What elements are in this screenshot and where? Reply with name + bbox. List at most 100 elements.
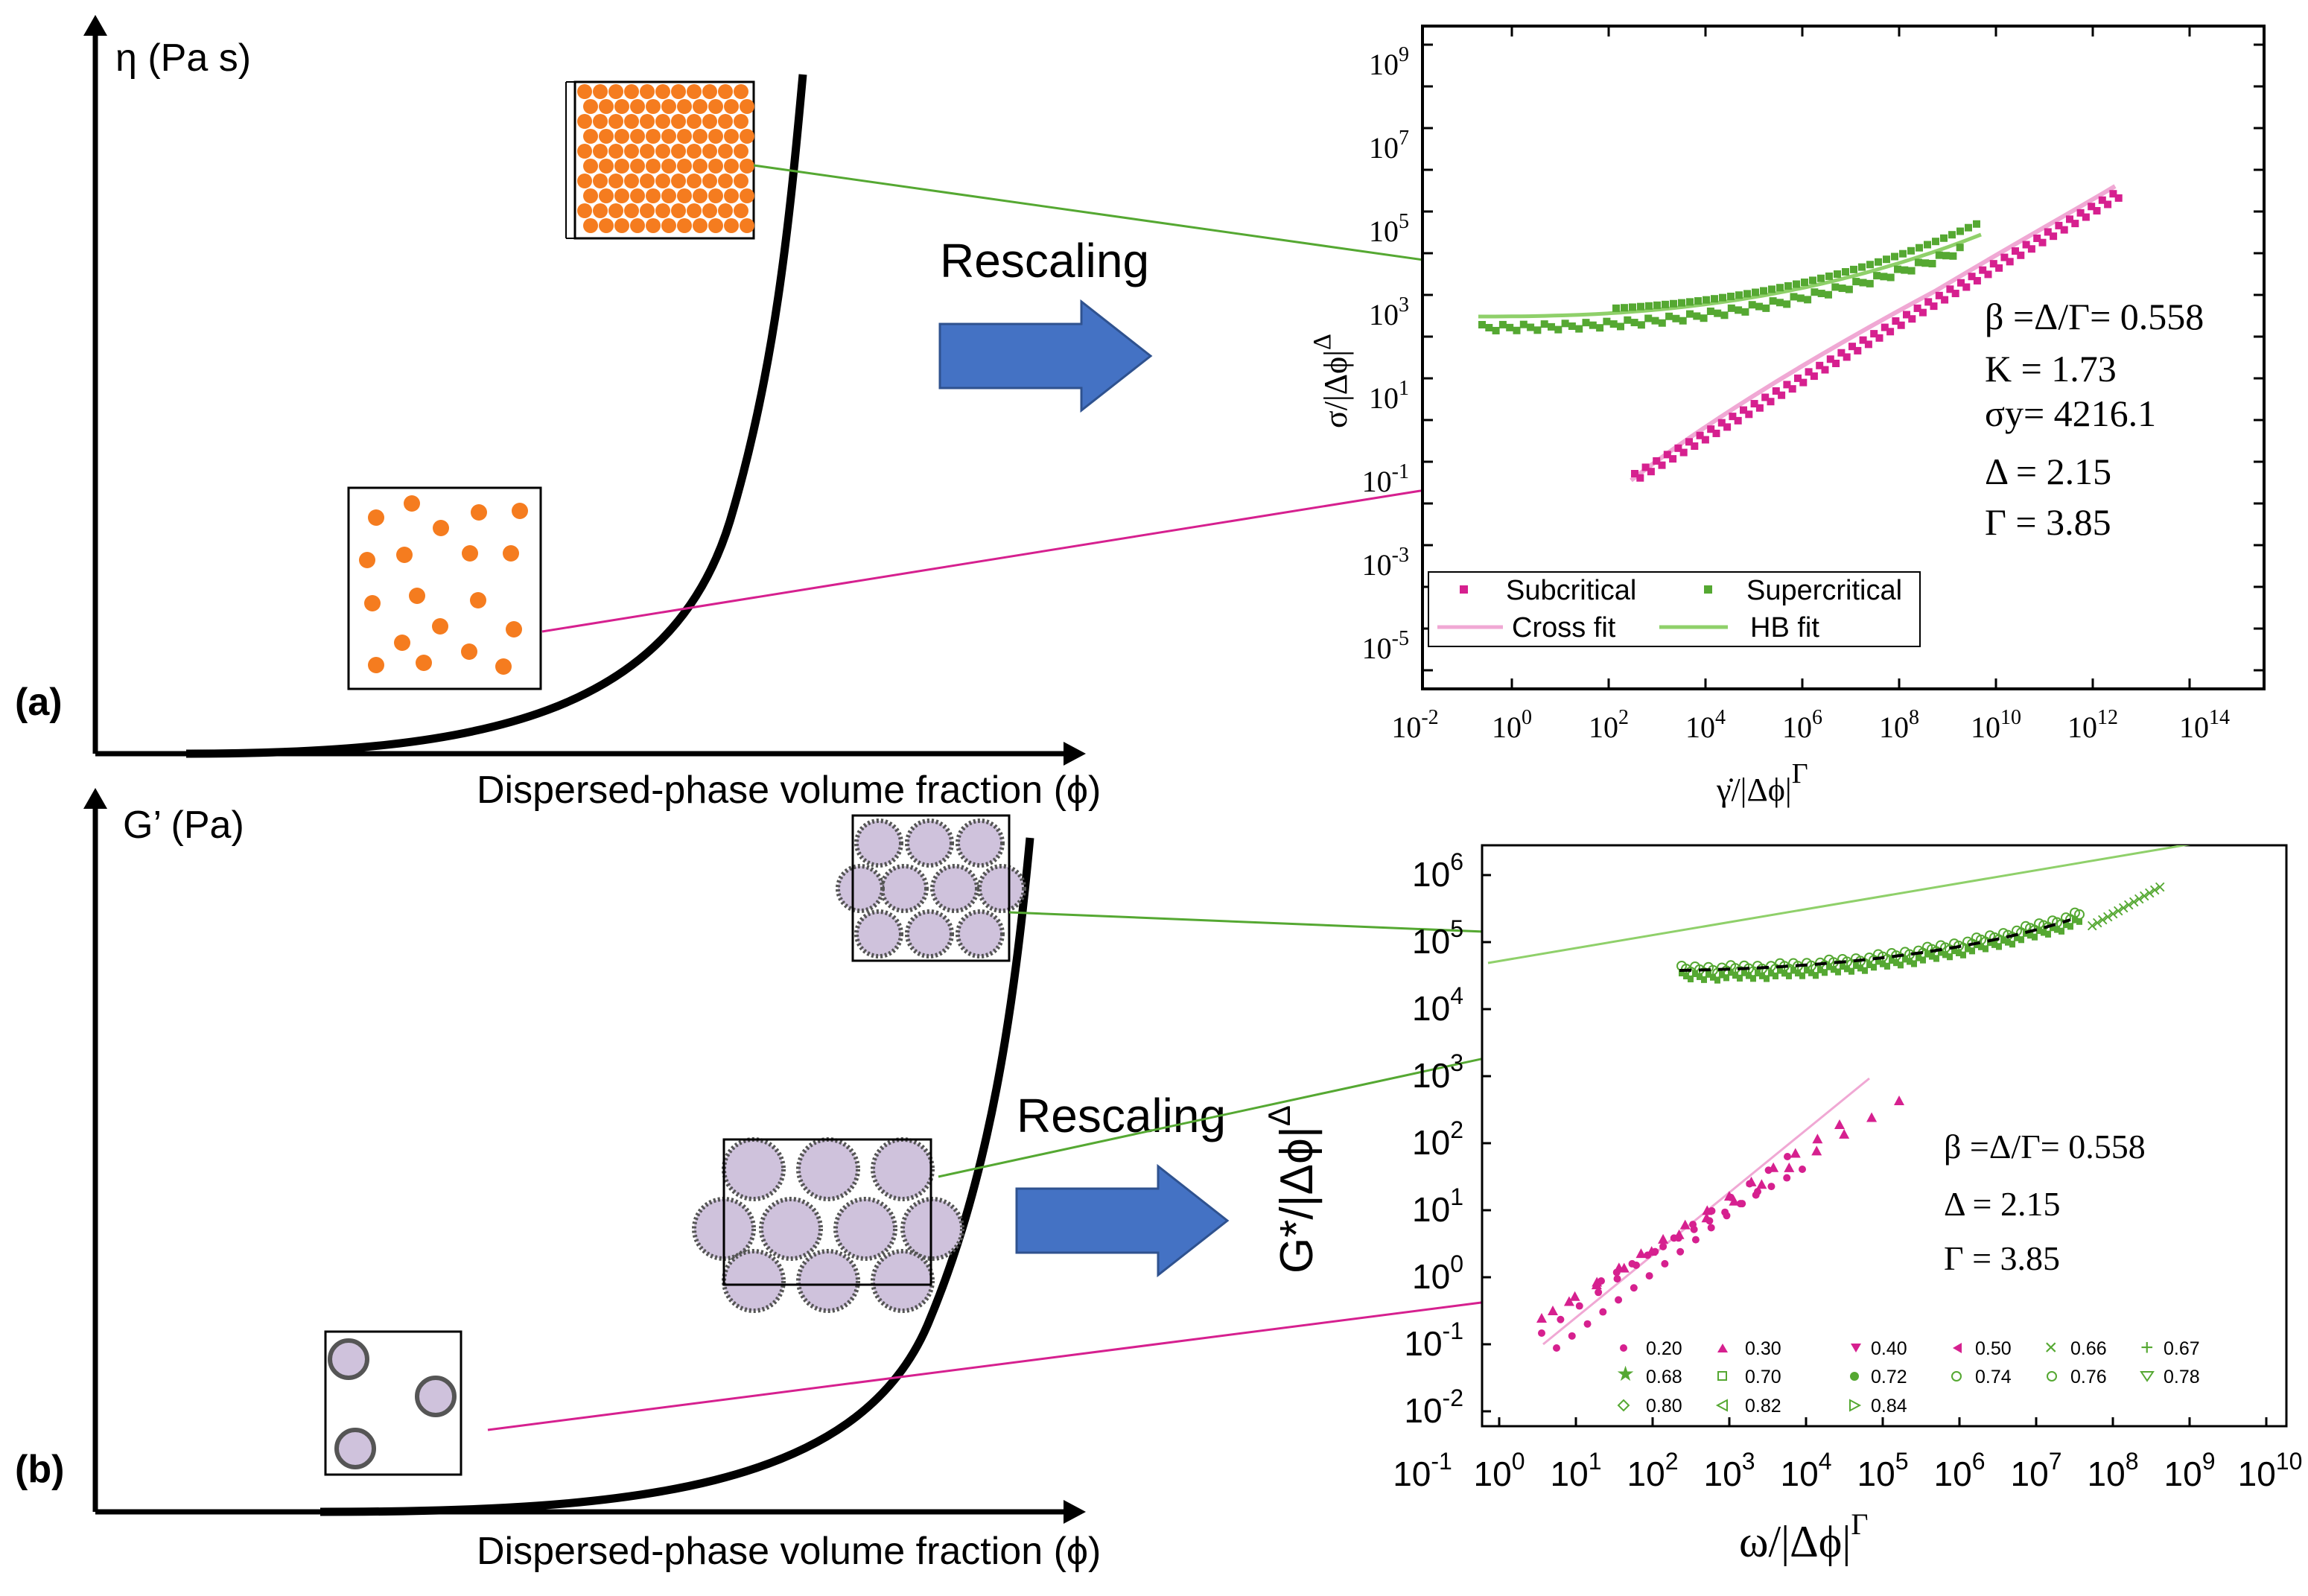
subcritical-point [1641, 463, 1650, 471]
b-xtick: 102 [1627, 1448, 1679, 1493]
supercritical-point [1630, 319, 1638, 327]
subcritical-point [2033, 234, 2041, 242]
droplet [655, 84, 670, 99]
panel-a-y-arrowhead [83, 15, 107, 36]
droplet [583, 159, 598, 174]
jammed-point [1916, 955, 1921, 961]
b-xtick: 10-1 [1393, 1448, 1452, 1493]
droplet [655, 174, 670, 188]
droplet [734, 174, 748, 188]
droplet [718, 114, 733, 129]
droplet [702, 144, 717, 159]
dilute-point [1630, 1284, 1638, 1292]
jammed-point [1773, 973, 1778, 979]
supercritical-point [1928, 259, 1936, 267]
jammed-point [1692, 970, 1698, 977]
supercritical-point [1624, 316, 1632, 324]
droplet [630, 99, 645, 114]
droplet [614, 159, 629, 174]
svg-text:0.84: 0.84 [1871, 1396, 1907, 1417]
jammed-point [1996, 944, 2002, 950]
jammed-point [1728, 970, 1734, 976]
dilute-point [1628, 1259, 1636, 1268]
jammed-point: × [2122, 896, 2135, 915]
droplet [655, 144, 670, 159]
droplet [718, 84, 733, 99]
droplet [702, 84, 717, 99]
panel-a-x-arrowhead [1064, 742, 1086, 766]
supercritical-point [1949, 252, 1957, 260]
droplet [599, 218, 614, 233]
droplet [608, 144, 623, 159]
panel-b-legend: 0.20 0.30 0.40 0.50 × 0.66 +0.67 ★ 0.68 0.… [1616, 1335, 2200, 1417]
jammed-point [2067, 923, 2073, 930]
supercritical-point [1609, 320, 1618, 328]
droplet [687, 144, 702, 159]
jammed-point [1786, 973, 1792, 979]
jammed-point [1768, 970, 1774, 977]
droplet [677, 159, 692, 174]
jammed-point: × [2137, 887, 2151, 906]
jammed-point [1857, 965, 1863, 972]
jammed-point [1947, 954, 1953, 961]
b-xtick: 108 [2088, 1448, 2139, 1493]
supercritical-point [1727, 304, 1735, 312]
subcritical-point [2060, 226, 2068, 234]
supercritical-point [1842, 267, 1849, 276]
jammed-point [1853, 963, 1859, 970]
svg-text:0.82: 0.82 [1745, 1396, 1781, 1417]
subcritical-point [1859, 336, 1867, 344]
supercritical-point [1719, 293, 1726, 302]
jammed-point [1705, 971, 1711, 978]
droplet [677, 188, 692, 203]
droplet [630, 159, 645, 174]
supercritical-point [1700, 314, 1708, 322]
jammed-point [2036, 928, 2042, 935]
droplet [708, 218, 723, 233]
a-ytick: 109 [1369, 43, 1409, 81]
droplet [583, 218, 598, 233]
droplet [577, 114, 592, 129]
svg-text:0.76: 0.76 [2070, 1367, 2107, 1387]
supercritical-point [1973, 220, 1980, 228]
jammed-point [1701, 976, 1707, 983]
supercritical-point [1948, 231, 1956, 239]
dilute-to-subcritical-arrow [541, 457, 1594, 633]
a-xtick: 1010 [1971, 706, 2021, 744]
droplet [577, 174, 592, 188]
jammed-point [1929, 953, 1935, 960]
panel-a-schematic: η (Pa s) Dispersed-phase volume fraction… [15, 15, 1599, 812]
subcritical-point [2082, 213, 2090, 221]
jammed-point [1781, 970, 1787, 977]
dilute-point [1790, 1148, 1801, 1158]
subcritical-point [1979, 266, 1987, 274]
subcritical-points [1631, 190, 2123, 482]
jammed-point: × [2153, 878, 2166, 897]
a-ytick: 10-1 [1362, 460, 1409, 498]
supercritical-point [1921, 259, 1930, 267]
supercritical-point [1662, 300, 1669, 308]
dilute-point [1866, 1112, 1878, 1122]
subcritical-point [2022, 241, 2030, 249]
supercritical-point [1548, 322, 1555, 331]
jammed-point [1719, 972, 1725, 979]
svg-text:0.30: 0.30 [1745, 1338, 1781, 1359]
droplet [646, 99, 661, 114]
droplet [724, 129, 739, 144]
supercritical-point [1783, 300, 1791, 308]
supercritical-point [1916, 244, 1923, 252]
dilute-point [1659, 1242, 1668, 1250]
subcritical-point [1995, 264, 2003, 272]
dilute-point [1536, 1313, 1547, 1323]
jammed-point [2027, 932, 2033, 939]
subcritical-point [1816, 361, 1824, 369]
droplet [593, 114, 608, 129]
panel-a-y-axis-label: η (Pa s) [115, 36, 251, 80]
droplet [640, 203, 655, 218]
droplet [671, 84, 686, 99]
supercritical-point [1817, 290, 1825, 298]
dilute-point [1591, 1279, 1602, 1290]
subcritical-point [1870, 330, 1878, 338]
panel-b-x-title: ω/|Δϕ|Γ [1739, 1507, 1868, 1566]
